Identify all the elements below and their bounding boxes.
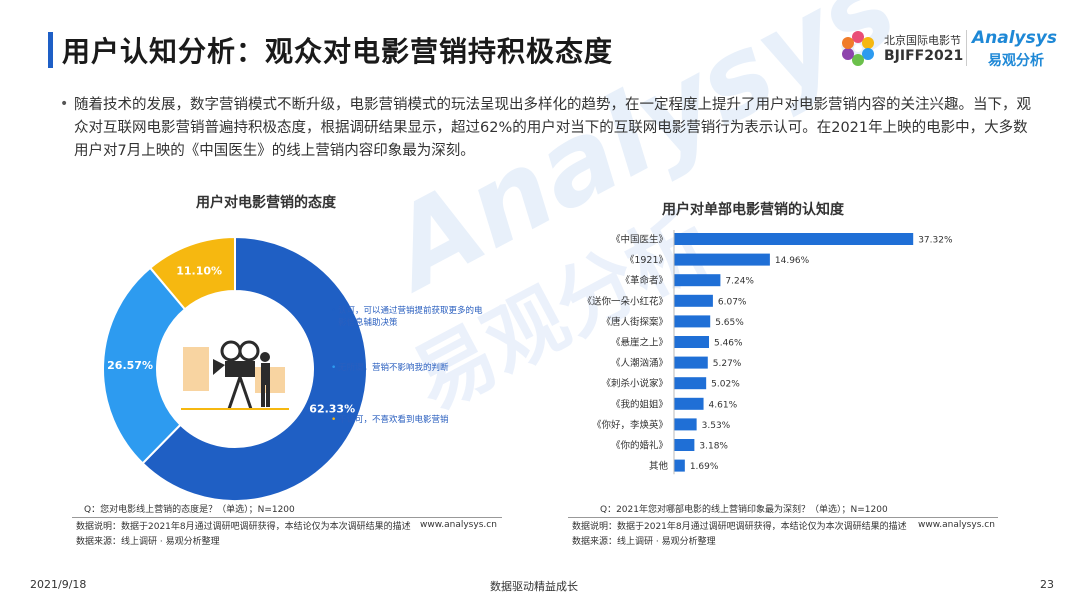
bjiff-logo-line1: 北京国际电影节 (884, 34, 961, 47)
donut-chart: 62.33% 26.57% 11.10% (102, 235, 368, 502)
left-separator (72, 517, 502, 518)
donut-legend-item-2: • 无所谓，营销不影响我的判断 (331, 362, 488, 374)
bar-5 (674, 315, 711, 328)
donut-legend-label-3: 不认可，不喜欢看到电影营销 (338, 415, 449, 425)
right-url: www.analysys.cn (918, 520, 995, 530)
bar-value-label-6: 5.46% (714, 339, 743, 349)
footer-page-number: 23 (1040, 578, 1054, 591)
bjiff-logo-line2: BJIFF2021 (884, 48, 964, 64)
bar-category-label-5: 《唐人街探案》 (601, 316, 668, 328)
footer-slogan: 数据驱动精益成长 (490, 580, 578, 593)
intro-text: 随着技术的发展，数字营销模式不断升级，电影营销模式的玩法呈现出多样化的趋势，在一… (74, 97, 1031, 159)
movie-camera-icon (181, 340, 289, 410)
bar-1 (674, 233, 914, 245)
donut-legend-label-2: 无所谓，营销不影响我的判断 (338, 363, 449, 373)
left-data-note: 数据说明：数据于2021年8月通过调研吧调研获得，本结论仅为本次调研结果的描述 (76, 522, 411, 532)
right-data-note: 数据说明：数据于2021年8月通过调研吧调研获得，本结论仅为本次调研结果的描述 (572, 522, 907, 532)
logo-group: 北京国际电影节 BJIFF2021 Analysys 易观分析 (838, 26, 1058, 74)
bar-value-label-8: 5.02% (711, 380, 740, 390)
donut-slice-3 (148, 235, 236, 311)
bar-value-label-7: 5.27% (713, 359, 742, 369)
bar-value-label-9: 4.61% (709, 400, 738, 410)
donut-slice-1 (141, 235, 368, 502)
bar-category-label-8: 《刺杀小说家》 (601, 378, 668, 390)
analysys-logo: Analysys (972, 28, 1057, 48)
bar-8 (674, 377, 707, 390)
bar-category-label-11: 《你的婚礼》 (611, 440, 668, 452)
bar-11 (674, 439, 695, 451)
legend-dot-icon: • (331, 415, 337, 425)
footer-date: 2021/9/18 (30, 578, 87, 591)
bar-chart: 《中国医生》 37.32% 《1921》 14.96% 《革命者》 7.24% 《送你一朵小… (582, 230, 953, 475)
bar-category-label-12: 其他 (649, 460, 669, 472)
bar-3 (674, 274, 721, 287)
bar-10 (674, 418, 697, 431)
legend-dot-icon: • (331, 363, 337, 373)
donut-legend-label-1: 认可，可以通过营销提前获取更多的电影信息辅助决策 (338, 306, 483, 328)
bar-chart-title: 用户对单部电影营销的认知度 (662, 202, 844, 218)
donut-legend-item-1: • 认可，可以通过营销提前获取更多的电影信息辅助决策 (331, 305, 488, 329)
bar-12 (674, 459, 685, 472)
bar-value-label-4: 6.07% (718, 297, 747, 307)
left-url: www.analysys.cn (420, 520, 497, 530)
bar-value-label-3: 7.24% (725, 277, 754, 287)
bar-value-label-12: 1.69% (690, 462, 719, 472)
bar-2 (674, 253, 770, 266)
bjiff-flower-icon (842, 31, 874, 66)
bar-6 (674, 336, 709, 348)
analysys-logo-cn: 易观分析 (988, 53, 1044, 69)
bar-value-label-2: 14.96% (775, 256, 810, 266)
donut-slice-label-1: 62.33% (309, 403, 355, 416)
bar-value-label-11: 3.18% (699, 442, 728, 452)
bar-category-label-4: 《送你一朵小红花》 (582, 295, 668, 307)
bar-question-note: Q：2021年您对哪部电影的线上营销印象最为深刻？（单选）；N=1200 (600, 505, 888, 515)
bar-category-label-3: 《革命者》 (620, 275, 668, 287)
bar-category-label-7: 《人潮汹涌》 (611, 357, 668, 369)
bar-value-label-10: 3.53% (702, 421, 731, 431)
bar-4 (674, 294, 713, 307)
legend-dot-icon: • (331, 306, 337, 316)
left-data-source: 数据来源：线上调研 · 易观分析整理 (76, 537, 220, 547)
donut-legend-item-3: • 不认可，不喜欢看到电影营销 (331, 414, 488, 426)
donut-slice-2 (102, 266, 187, 465)
bar-7 (674, 356, 708, 369)
bar-category-label-1: 《中国医生》 (611, 234, 668, 246)
bar-value-label-5: 5.65% (715, 318, 744, 328)
right-separator (568, 517, 998, 518)
bar-category-label-9: 《我的姐姐》 (611, 398, 668, 410)
bar-category-label-10: 《你好，李焕英》 (592, 419, 668, 431)
bar-9 (674, 397, 704, 410)
logo-divider (966, 30, 967, 66)
right-data-source: 数据来源：线上调研 · 易观分析整理 (572, 537, 716, 547)
bar-category-label-2: 《1921》 (625, 255, 668, 266)
donut-chart-title: 用户对电影营销的态度 (196, 195, 336, 211)
title-accent-bar (48, 32, 53, 68)
page-title: 用户认知分析：观众对电影营销持积极态度 (62, 35, 614, 68)
donut-slice-label-3: 11.10% (176, 264, 222, 277)
bullet-dot-icon: • (60, 96, 69, 112)
bar-value-label-1: 37.32% (918, 236, 953, 246)
donut-question-note: Q：您对电影线上营销的态度是？（单选）；N=1200 (84, 505, 295, 515)
donut-slice-label-2: 26.57% (107, 359, 153, 372)
bar-category-label-6: 《悬崖之上》 (611, 337, 668, 349)
